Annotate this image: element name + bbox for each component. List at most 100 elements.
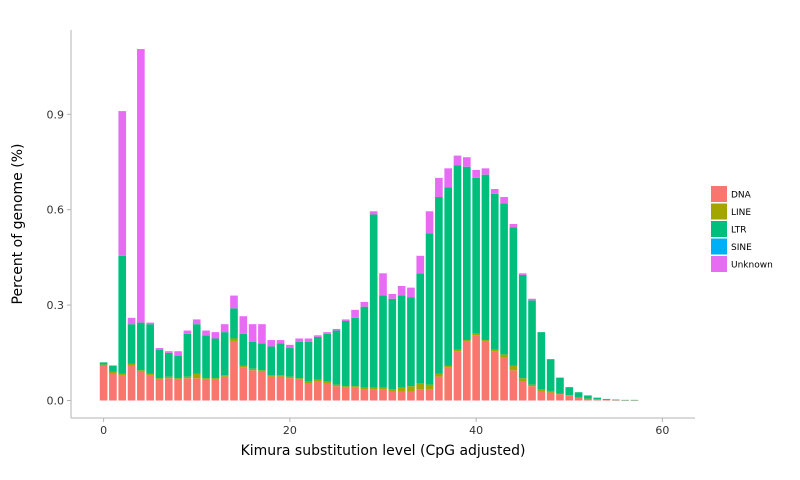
bar-line-0 xyxy=(99,364,108,366)
bar-dna-19 xyxy=(276,376,285,401)
bar-unknown-38 xyxy=(453,155,462,166)
bar-dna-17 xyxy=(258,371,266,401)
bar-line-12 xyxy=(211,378,220,380)
bar-line-15 xyxy=(239,365,248,368)
bar-dna-11 xyxy=(202,379,210,401)
bar-line-52 xyxy=(584,398,592,400)
x-tick-label: 60 xyxy=(655,424,669,437)
bar-ltr-49 xyxy=(556,377,564,394)
bar-ltr-22 xyxy=(304,341,313,382)
bar-unknown-2 xyxy=(118,111,127,256)
bar-dna-50 xyxy=(565,395,574,401)
bar-ltr-8 xyxy=(174,355,182,379)
bar-unknown-19 xyxy=(276,340,285,344)
bar-line-18 xyxy=(267,375,276,377)
bar-unknown-36 xyxy=(435,177,443,197)
bar-line-11 xyxy=(202,378,210,380)
bar-dna-8 xyxy=(174,379,182,401)
x-ticks: 0 20 40 60 xyxy=(100,418,669,437)
bar-line-4 xyxy=(137,370,145,372)
bar-ltr-39 xyxy=(463,166,471,341)
bar-dna-48 xyxy=(546,392,555,401)
bar-line-16 xyxy=(248,368,257,371)
y-ticks: 0.0 0.3 0.6 0.9 xyxy=(47,108,71,408)
bar-line-8 xyxy=(174,378,182,380)
bar-line-10 xyxy=(192,373,201,379)
bar-line-25 xyxy=(332,384,341,387)
bar-dna-12 xyxy=(211,379,220,401)
bar-dna-20 xyxy=(286,378,294,401)
legend-key-sine xyxy=(711,238,727,255)
bar-line-27 xyxy=(351,386,359,388)
y-axis-title: Percent of genome (%) xyxy=(10,144,26,305)
bar-unknown-17 xyxy=(258,324,266,344)
bar-dna-39 xyxy=(463,341,471,401)
bar-ltr-25 xyxy=(332,330,341,385)
bar-unknown-28 xyxy=(360,301,369,307)
bar-dna-56 xyxy=(621,400,629,401)
legend-label-sine: SINE xyxy=(731,243,752,253)
bar-unknown-21 xyxy=(295,338,303,342)
bar-line-17 xyxy=(258,370,266,372)
bar-unknown-5 xyxy=(146,322,154,325)
bar-unknown-32 xyxy=(397,286,406,296)
x-axis-title: Kimura substitution level (CpG adjusted) xyxy=(241,443,526,459)
bar-dna-25 xyxy=(332,386,341,401)
bar-line-30 xyxy=(379,387,387,390)
bar-line-44 xyxy=(509,365,518,371)
bar-ltr-55 xyxy=(612,399,620,401)
bar-unknown-4 xyxy=(137,49,145,323)
bar-dna-35 xyxy=(425,389,434,401)
bar-line-20 xyxy=(286,376,294,379)
bar-unknown-44 xyxy=(509,224,518,228)
bar-dna-41 xyxy=(481,341,490,401)
bar-line-26 xyxy=(341,386,350,388)
bar-line-38 xyxy=(453,349,462,352)
bar-ltr-13 xyxy=(220,332,229,376)
bar-ltr-11 xyxy=(202,335,210,379)
bar-unknown-43 xyxy=(500,196,508,204)
bar-dna-14 xyxy=(230,341,238,401)
bar-line-7 xyxy=(164,376,173,379)
bar-unknown-16 xyxy=(248,324,257,342)
bar-unknown-20 xyxy=(286,344,294,349)
y-tick-label: 0.3 xyxy=(47,299,65,312)
bar-ltr-19 xyxy=(276,343,285,376)
bar-line-53 xyxy=(593,399,602,400)
bar-unknown-39 xyxy=(463,157,471,167)
bar-ltr-32 xyxy=(397,295,406,388)
bar-dna-36 xyxy=(435,376,443,401)
bar-line-22 xyxy=(304,381,313,384)
bar-line-32 xyxy=(397,387,406,391)
bar-ltr-3 xyxy=(127,324,136,364)
bar-dna-23 xyxy=(313,381,322,401)
bar-unknown-12 xyxy=(211,332,220,339)
bar-dna-55 xyxy=(612,400,620,401)
bar-line-51 xyxy=(574,397,583,398)
bar-dna-51 xyxy=(574,397,583,401)
x-tick-label: 40 xyxy=(469,424,483,437)
bar-dna-53 xyxy=(593,399,602,401)
bar-dna-37 xyxy=(444,367,453,401)
bar-ltr-17 xyxy=(258,343,266,371)
bar-ltr-24 xyxy=(323,333,331,382)
bar-dna-44 xyxy=(509,370,518,401)
bar-dna-22 xyxy=(304,383,313,401)
bar-line-50 xyxy=(565,395,574,396)
bar-ltr-23 xyxy=(313,336,322,380)
bar-line-47 xyxy=(537,389,546,391)
bar-line-46 xyxy=(528,384,536,387)
bar-line-35 xyxy=(425,384,434,390)
bar-ltr-46 xyxy=(528,300,536,385)
bar-dna-33 xyxy=(407,390,415,401)
bar-dna-42 xyxy=(490,351,499,401)
bars-layer xyxy=(99,49,639,401)
bar-ltr-7 xyxy=(164,352,173,377)
legend-label-ltr: LTR xyxy=(731,226,747,236)
bar-ltr-9 xyxy=(183,333,192,377)
bar-unknown-13 xyxy=(220,324,229,333)
bar-dna-1 xyxy=(109,373,117,401)
bar-dna-32 xyxy=(397,390,406,401)
bar-ltr-47 xyxy=(537,332,546,390)
